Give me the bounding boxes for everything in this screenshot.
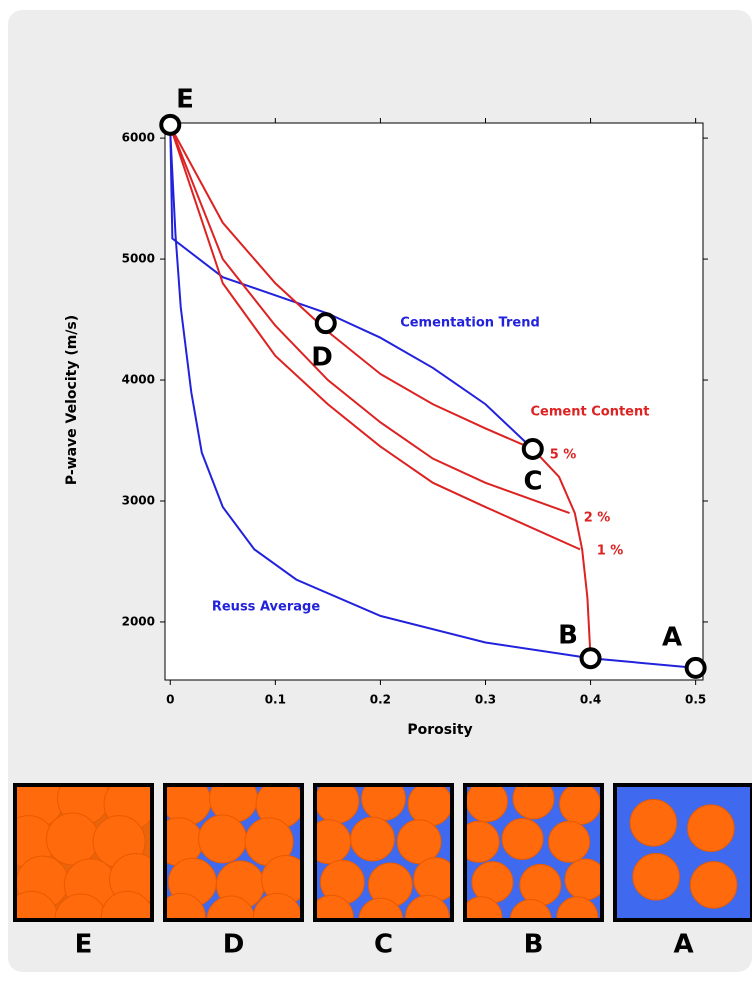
- grain: [687, 804, 735, 852]
- grain: [548, 820, 591, 863]
- point-label: E: [176, 85, 194, 115]
- x-axis-label: Porosity: [407, 722, 472, 738]
- curve: [532, 448, 592, 659]
- grain: [519, 863, 562, 906]
- y-tick-label: 6000: [122, 131, 155, 145]
- grain: [198, 814, 248, 864]
- point-label: D: [311, 343, 333, 373]
- grain-panel: [613, 783, 752, 922]
- panel-label: D: [223, 930, 245, 960]
- point-marker: [579, 647, 602, 670]
- grain: [46, 812, 100, 866]
- grain: [396, 819, 442, 865]
- grain: [465, 896, 503, 920]
- curve-label: Reuss Average: [212, 600, 320, 615]
- grains: [15, 785, 152, 920]
- panel-label: E: [75, 930, 93, 960]
- x-tick-label: 0.2: [370, 693, 391, 707]
- grain: [315, 894, 354, 920]
- grain: [629, 799, 678, 847]
- x-tick-label: 0.4: [580, 693, 601, 707]
- panel-border: [13, 783, 154, 922]
- grain: [689, 861, 738, 909]
- point-marker: [314, 312, 337, 335]
- plot-area: [164, 122, 704, 681]
- panel-border: [613, 783, 752, 922]
- grain: [206, 895, 256, 920]
- grain-panel: [463, 783, 604, 922]
- curve-label: 1 %: [597, 544, 624, 559]
- grain-panel: [163, 783, 304, 922]
- y-axis-label: P-wave Velocity (m/s): [64, 315, 80, 485]
- y-tick-label: 5000: [122, 252, 155, 266]
- curve-label: Cement Content: [531, 405, 650, 420]
- grain: [165, 892, 206, 920]
- grains: [629, 799, 738, 909]
- x-tick-label: 0.3: [475, 693, 496, 707]
- point-label: B: [558, 621, 578, 651]
- grain: [465, 820, 500, 863]
- curve-label: 5 %: [550, 448, 577, 463]
- panel-border: [463, 783, 604, 922]
- curve: [169, 132, 696, 669]
- grains: [465, 785, 602, 920]
- x-tick-label: 0.1: [265, 693, 286, 707]
- curve: [169, 125, 581, 551]
- y-tick-label: 3000: [122, 493, 155, 507]
- panel-border: [163, 783, 304, 922]
- x-tick-label: 0: [166, 693, 174, 707]
- grain: [404, 894, 450, 920]
- grains: [315, 785, 452, 920]
- y-tick-label: 2000: [122, 614, 155, 628]
- grain: [632, 853, 680, 901]
- point-marker: [521, 437, 544, 460]
- grain: [559, 785, 602, 825]
- point-marker: [684, 656, 707, 679]
- grain: [501, 817, 544, 861]
- curve-label: 2 %: [584, 511, 611, 526]
- point-label: A: [662, 623, 682, 653]
- grain: [407, 785, 452, 827]
- grain: [556, 896, 599, 920]
- panel-label: A: [673, 930, 693, 960]
- grain: [358, 897, 404, 920]
- curve: [169, 125, 534, 450]
- grain-panel: [13, 783, 154, 922]
- point-marker: [159, 113, 182, 136]
- grain: [564, 858, 602, 901]
- panel-label: C: [374, 930, 393, 960]
- grains: [165, 785, 302, 920]
- panel-label: B: [524, 930, 544, 960]
- panel-border: [313, 783, 454, 922]
- grain-panel: [313, 783, 454, 922]
- grain: [350, 816, 395, 862]
- point-label: C: [523, 467, 542, 497]
- grain: [100, 890, 152, 920]
- x-tick-label: 0.5: [685, 693, 706, 707]
- grain: [509, 898, 552, 920]
- grain: [512, 785, 555, 820]
- y-tick-label: 4000: [122, 373, 155, 387]
- curve-label: Cementation Trend: [400, 316, 540, 331]
- curve: [169, 125, 570, 515]
